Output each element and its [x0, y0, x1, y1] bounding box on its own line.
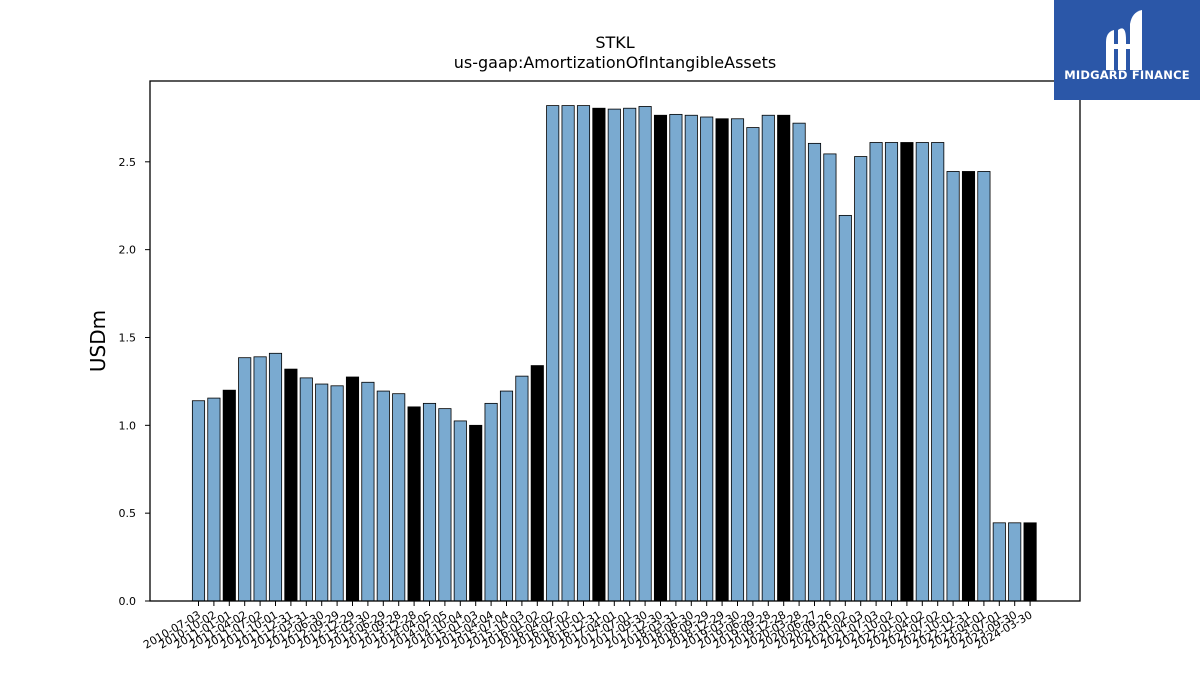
bar-2012-06-30 [315, 383, 329, 602]
bar-2011-04-02 [238, 357, 252, 602]
bar-2023-04-01 [977, 171, 991, 602]
bar-2018-06-30 [684, 114, 698, 602]
bar-2012-09-29 [330, 385, 344, 602]
bar-2021-01-02 [838, 214, 852, 602]
bar-2023-07-01 [992, 522, 1006, 602]
bar-2022-04-02 [915, 142, 929, 602]
bar-2013-09-28 [392, 393, 406, 602]
bar-2022-07-02 [931, 142, 945, 602]
bar-2014-10-04 [453, 420, 467, 602]
y-tick-label: 0.0 [119, 595, 137, 608]
bar-2019-06-29 [746, 127, 760, 602]
y-tick-label: 0.5 [119, 507, 137, 520]
bar-2016-10-01 [576, 105, 591, 602]
bar-2015-04-04 [484, 402, 498, 602]
bar-2022-01-01 [900, 142, 914, 602]
bar-2017-04-01 [607, 108, 621, 602]
bar-2018-03-31 [669, 113, 683, 602]
bar-2017-07-01 [623, 107, 637, 602]
y-tick-label: 2.5 [119, 156, 137, 169]
bar-2011-10-01 [268, 352, 283, 602]
y-axis-label: USDm [86, 310, 110, 372]
bar-2011-07-02 [253, 356, 267, 602]
y-axis-ticks: 0.0 0.5 1.0 1.5 2.0 2.5 [119, 156, 150, 608]
bar-2015-10-03 [515, 375, 529, 602]
bar-2016-04-02 [546, 105, 560, 602]
bar-2011-01-01 [222, 389, 236, 602]
bar-2022-12-31 [961, 171, 976, 602]
bar-2017-09-30 [638, 106, 652, 602]
y-tick-label: 1.0 [119, 419, 137, 432]
bar-2013-03-30 [361, 381, 375, 602]
bars-group [191, 105, 1037, 602]
bar-2013-12-28 [407, 406, 421, 602]
bar-2019-12-28 [777, 114, 791, 602]
bar-2020-09-26 [823, 153, 837, 602]
bar-2012-03-31 [299, 377, 313, 602]
bar-2012-12-29 [345, 376, 360, 602]
bar-2018-12-29 [715, 118, 729, 602]
plot-frame [149, 80, 1081, 602]
bar-2010-07-03 [191, 400, 206, 602]
bar-2022-10-01 [946, 171, 960, 602]
bar-2023-09-30 [1008, 522, 1022, 602]
brand-name: MIDGARD FINANCE [1064, 68, 1190, 82]
x-axis-ticks: 2010-07-032010-10-022011-01-012011-04-02… [141, 601, 1035, 652]
bar-2024-03-30 [1023, 522, 1037, 602]
y-tick-label: 2.0 [119, 244, 137, 257]
bar-2020-06-27 [807, 142, 822, 602]
bar-2011-12-31 [284, 368, 298, 602]
bar-2015-01-03 [469, 424, 483, 602]
bar-2016-07-02 [561, 105, 575, 602]
bar-2021-07-03 [869, 142, 883, 602]
bar-2021-04-03 [854, 156, 868, 602]
bar-2017-12-30 [653, 114, 668, 602]
bar-2016-01-02 [530, 365, 544, 602]
bar-2019-09-28 [761, 114, 775, 602]
chart-title: STKL [595, 33, 634, 52]
bar-2010-10-02 [207, 397, 221, 602]
bar-2015-07-04 [499, 390, 514, 602]
bar-2021-10-02 [884, 142, 899, 602]
bar-2014-04-05 [422, 402, 437, 602]
bar-2014-07-05 [438, 408, 452, 602]
bar-2018-09-29 [700, 116, 714, 602]
bar-2016-12-31 [592, 107, 606, 602]
bar-2020-03-28 [792, 122, 806, 602]
y-tick-label: 1.5 [119, 331, 137, 344]
bar-2013-06-29 [376, 390, 390, 602]
bar-2019-03-30 [730, 118, 745, 602]
brand-logo: MIDGARD FINANCE [1054, 0, 1200, 100]
chart-subtitle: us-gaap:AmortizationOfIntangibleAssets [454, 53, 776, 72]
midgard-logo-icon [1106, 10, 1142, 70]
